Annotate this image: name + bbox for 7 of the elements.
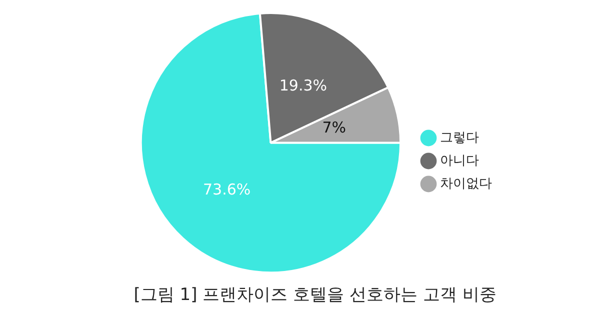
legend-label: 차이없다 [440,176,492,192]
data-label: 73.6% [202,180,251,198]
data-label: 19.3% [279,76,328,94]
legend-label: 그렇다 [440,130,479,146]
data-label: 7% [322,118,346,137]
text: [그림 1] 프랜차이즈 호텔을 선호하는 고객 비중 [134,285,496,306]
legend-label: 아니다 [440,153,479,168]
